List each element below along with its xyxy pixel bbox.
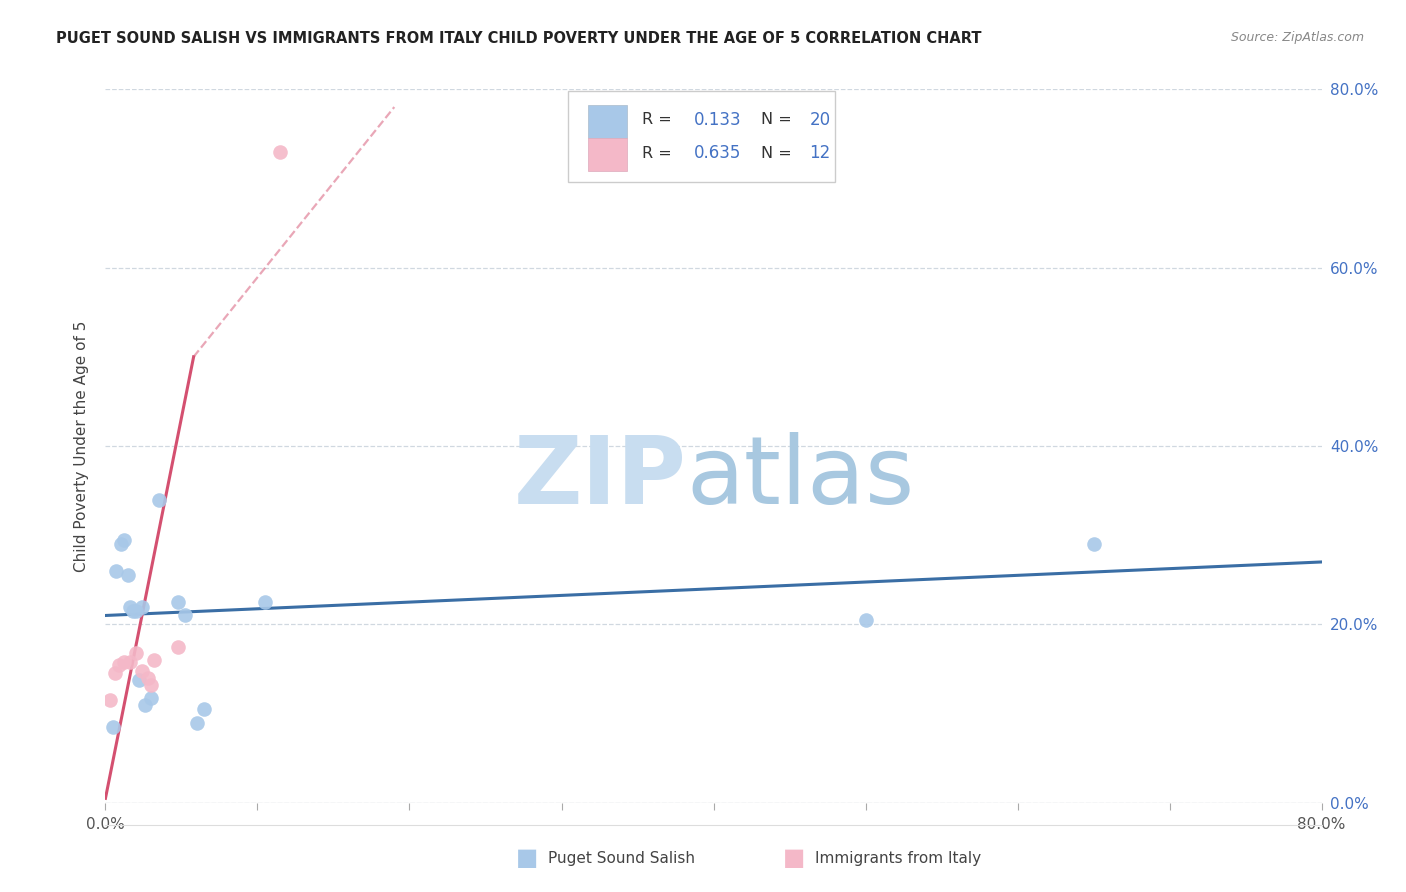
- Point: [128, 673, 150, 687]
- Point: [108, 657, 131, 672]
- Text: ZIP: ZIP: [515, 432, 686, 524]
- Point: [167, 595, 190, 609]
- Text: 20: 20: [810, 111, 831, 128]
- Point: [855, 613, 877, 627]
- Point: [121, 604, 143, 618]
- Point: [112, 655, 135, 669]
- Bar: [588, 138, 627, 171]
- Text: N =: N =: [761, 112, 797, 128]
- Text: 0.635: 0.635: [695, 145, 741, 162]
- Point: [112, 533, 135, 547]
- Point: [173, 608, 195, 623]
- Text: 0.133: 0.133: [695, 111, 742, 128]
- Point: [143, 653, 166, 667]
- Text: Source: ZipAtlas.com: Source: ZipAtlas.com: [1230, 31, 1364, 45]
- Point: [101, 720, 124, 734]
- Point: [136, 671, 159, 685]
- Point: [139, 690, 162, 705]
- Point: [269, 145, 291, 159]
- Text: 12: 12: [810, 145, 831, 162]
- FancyBboxPatch shape: [568, 91, 835, 182]
- Point: [186, 715, 208, 730]
- Point: [167, 640, 190, 654]
- Point: [139, 678, 162, 692]
- Point: [254, 595, 277, 609]
- Bar: [588, 104, 627, 137]
- Point: [98, 693, 121, 707]
- Point: [103, 666, 125, 681]
- Point: [125, 604, 148, 618]
- Text: ■: ■: [783, 847, 806, 870]
- Point: [118, 655, 141, 669]
- Text: Puget Sound Salish: Puget Sound Salish: [548, 851, 696, 865]
- Point: [118, 599, 141, 614]
- Text: Immigrants from Italy: Immigrants from Italy: [815, 851, 981, 865]
- Point: [125, 646, 148, 660]
- Text: R =: R =: [641, 112, 676, 128]
- Point: [193, 702, 215, 716]
- Point: [117, 568, 139, 582]
- Point: [131, 664, 153, 678]
- Point: [134, 698, 156, 712]
- Point: [110, 537, 132, 551]
- Text: PUGET SOUND SALISH VS IMMIGRANTS FROM ITALY CHILD POVERTY UNDER THE AGE OF 5 COR: PUGET SOUND SALISH VS IMMIGRANTS FROM IT…: [56, 31, 981, 46]
- Text: ■: ■: [516, 847, 538, 870]
- Text: N =: N =: [761, 146, 797, 161]
- Point: [1083, 537, 1105, 551]
- Text: R =: R =: [641, 146, 676, 161]
- Text: atlas: atlas: [686, 432, 915, 524]
- Point: [131, 599, 153, 614]
- Point: [148, 492, 170, 507]
- Point: [105, 564, 128, 578]
- Y-axis label: Child Poverty Under the Age of 5: Child Poverty Under the Age of 5: [75, 320, 90, 572]
